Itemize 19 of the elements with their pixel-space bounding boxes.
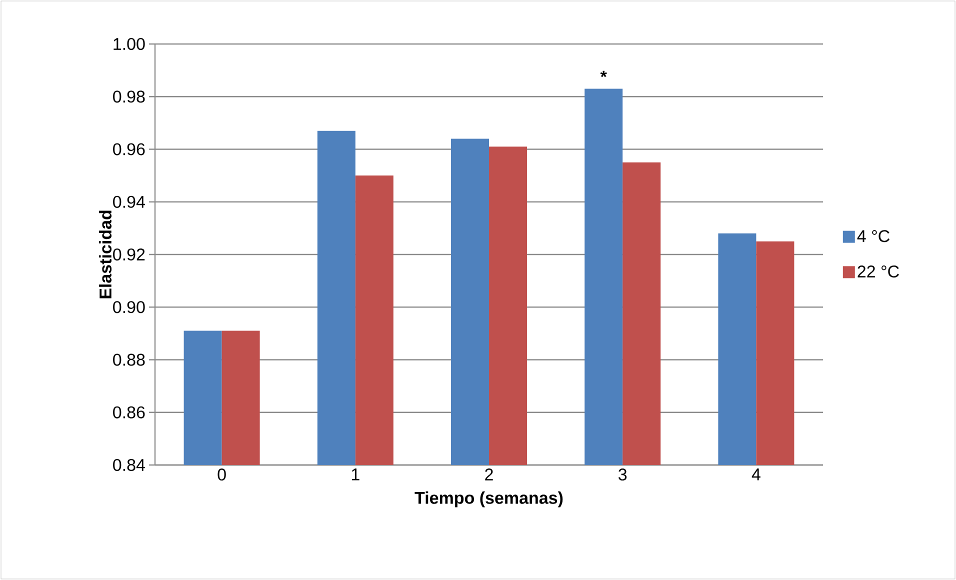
y-tick-label: 1.00 [114,38,145,50]
x-tick-label: 4 [752,468,760,480]
y-tick-label: 0.84 [113,458,145,472]
x-axis-title: Tiempo (semanas) [414,491,563,508]
annotation: * [600,70,607,78]
x-tick-label: 1 [352,468,360,480]
y-tick-label: 0.98 [113,90,145,103]
y-tick-label: 0.88 [113,354,145,366]
legend-label: 4 °C [857,230,890,242]
y-tick-label: 0.92 [113,248,145,261]
x-tick-label: 0 [218,468,226,481]
y-tick-label: 0.94 [113,196,145,208]
y-tick-label: 0.90 [113,301,145,314]
x-tick-label: 2 [485,468,493,480]
legend-label: 22 °C [858,265,899,278]
y-tick-label: 0.86 [113,406,145,418]
x-tick-label: 3 [618,468,627,481]
y-tick-label: 0.96 [113,143,145,156]
y-axis-title: Elasticidad [99,210,112,298]
